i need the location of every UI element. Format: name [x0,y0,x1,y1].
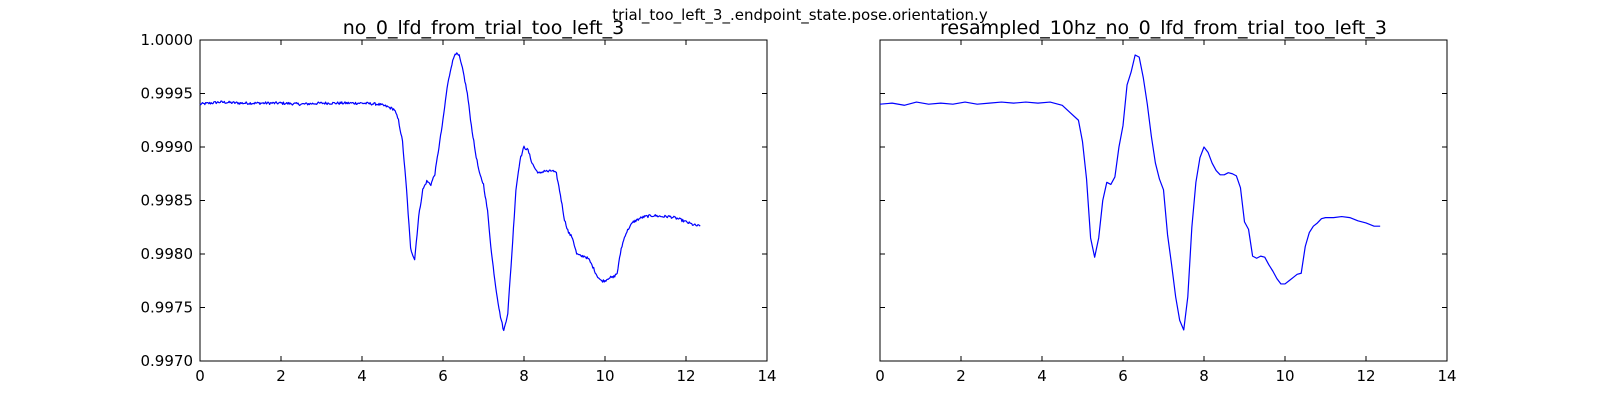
x-tick-label: 0 [195,367,205,385]
x-tick-label: 12 [1356,367,1375,385]
y-tick-label: 0.9990 [141,138,194,156]
chart-panel-2: resampled_10hz_no_0_lfd_from_trial_too_l… [875,17,1456,385]
x-tick-label: 10 [595,367,614,385]
y-tick-label: 0.9970 [141,352,194,370]
x-tick-label: 8 [519,367,529,385]
y-tick-label: 0.9975 [141,299,194,317]
series-line-1 [879,54,1381,331]
chart-title: no_0_lfd_from_trial_too_left_3 [343,17,625,39]
y-tick-label: 0.9995 [141,85,194,103]
x-tick-label: 12 [676,367,695,385]
series-line-1 [199,52,701,332]
x-tick-label: 6 [1118,367,1128,385]
x-tick-label: 4 [1037,367,1047,385]
x-tick-label: 2 [956,367,966,385]
x-tick-label: 8 [1199,367,1209,385]
x-tick-label: 0 [875,367,885,385]
x-tick-label: 14 [757,367,776,385]
y-tick-label: 1.0000 [141,31,194,49]
x-tick-label: 6 [438,367,448,385]
y-tick-label: 0.9980 [141,245,194,263]
x-tick-label: 2 [276,367,286,385]
plot-frame [879,39,1448,362]
chart-title: resampled_10hz_no_0_lfd_from_trial_too_l… [940,17,1387,39]
figure-suptitle: trial_too_left_3_.endpoint_state.pose.or… [612,6,988,24]
chart-panel-1: no_0_lfd_from_trial_too_left_3 0 2 4 6 8 10 12 1… [141,17,777,385]
x-tick-label: 4 [357,367,367,385]
plot-frame [199,39,768,362]
y-tick-label: 0.9985 [141,192,194,210]
x-tick-label: 14 [1437,367,1456,385]
x-tick-label: 10 [1275,367,1294,385]
